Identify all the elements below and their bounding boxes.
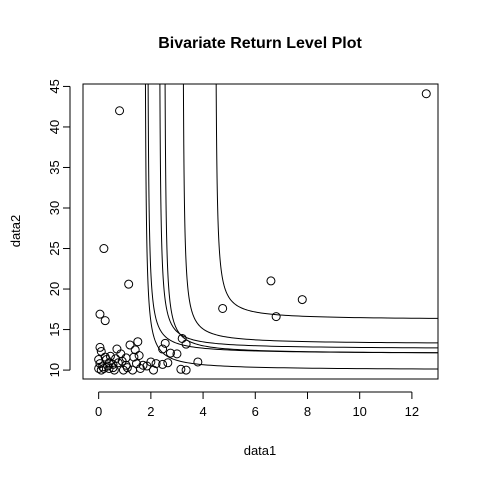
y-axis-label: data2 <box>8 215 23 248</box>
data-point <box>298 296 306 304</box>
y-tick-label: 45 <box>47 79 62 93</box>
y-tick-label: 25 <box>47 241 62 255</box>
data-point <box>194 358 202 366</box>
y-tick-label: 10 <box>47 363 62 377</box>
y-axis: 10 15 20 25 30 35 40 45 <box>47 79 70 377</box>
data-point <box>126 341 134 349</box>
data-point <box>131 346 139 354</box>
x-tick-label: 0 <box>95 404 102 419</box>
x-axis-label: data1 <box>244 443 277 458</box>
data-point <box>116 107 124 115</box>
return-level-contour <box>165 84 438 353</box>
data-point <box>272 313 280 321</box>
plot-frame <box>83 84 438 379</box>
return-level-contour <box>148 84 438 353</box>
y-tick-label: 15 <box>47 322 62 336</box>
data-point <box>135 351 143 359</box>
return-level-contour <box>183 84 438 343</box>
data-point <box>101 317 109 325</box>
data-point <box>164 359 172 367</box>
data-point <box>134 338 142 346</box>
x-tick-label: 6 <box>252 404 259 419</box>
y-tick-label: 20 <box>47 282 62 296</box>
y-tick-label: 40 <box>47 120 62 134</box>
y-tick-label: 35 <box>47 160 62 174</box>
data-point <box>182 340 190 348</box>
x-tick-label: 8 <box>304 404 311 419</box>
return-level-contour <box>216 84 438 318</box>
contour-group <box>145 84 438 369</box>
data-point <box>267 277 275 285</box>
data-point <box>110 366 118 374</box>
chart-title: Bivariate Return Level Plot <box>158 35 362 52</box>
x-tick-label: 2 <box>147 404 154 419</box>
data-point <box>149 366 157 374</box>
point-group <box>95 90 431 374</box>
data-point <box>219 304 227 312</box>
return-level-contour <box>145 84 438 369</box>
x-axis: 0 2 4 6 8 10 12 <box>95 392 419 419</box>
return-level-contour <box>160 84 438 348</box>
data-point <box>182 366 190 374</box>
x-tick-label: 10 <box>352 404 366 419</box>
x-tick-label: 4 <box>199 404 206 419</box>
data-point <box>125 280 133 288</box>
data-point <box>422 90 430 98</box>
x-tick-label: 12 <box>405 404 419 419</box>
data-point <box>100 245 108 253</box>
y-tick-label: 30 <box>47 201 62 215</box>
